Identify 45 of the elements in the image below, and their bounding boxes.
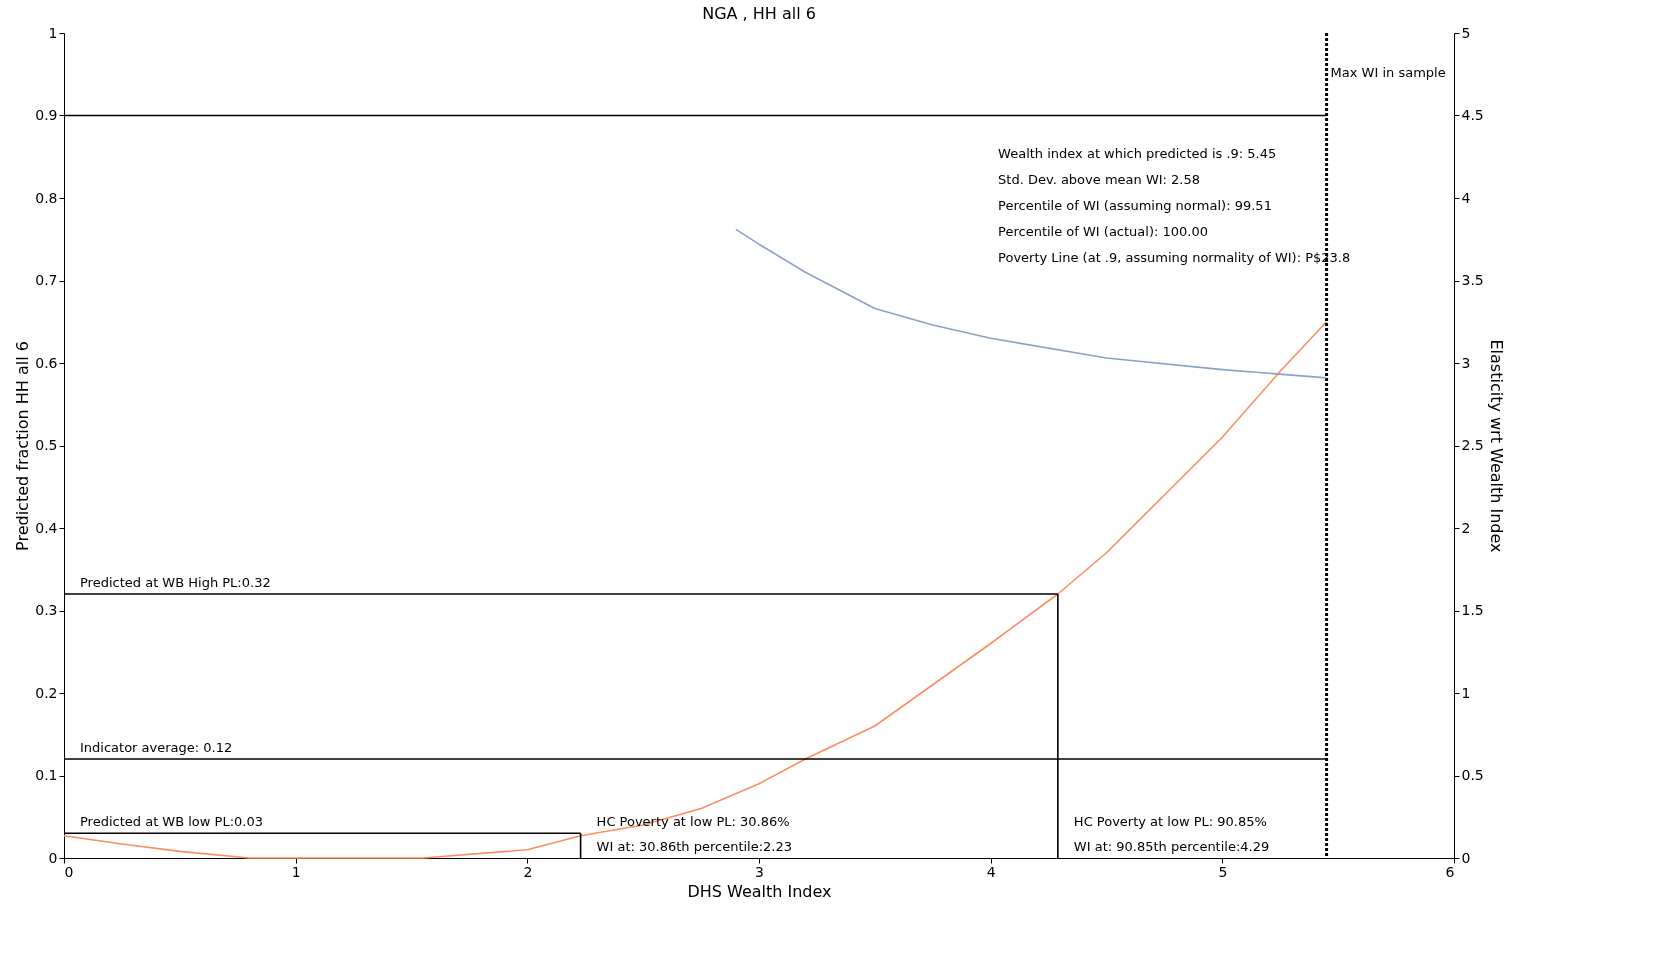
y-tick-label: 0.2 [35,684,58,701]
y-tick-label: 0.4 [35,519,58,536]
annotation: Poverty Line (at .9, assuming normality of WI): P$23.8 [998,250,1351,265]
annotation: Predicted at WB High PL:0.32 [80,575,271,590]
x-tick-label: 0 [64,863,74,880]
annotation: Percentile of WI (assuming normal): 99.51 [998,198,1272,213]
y-tick-label: 0.6 [35,354,58,371]
x-tick-label: 3 [755,863,764,880]
y-tick-label: 1 [48,24,58,41]
y-axis-title: Predicted fraction HH all 6 [13,341,33,551]
x-axis-title: DHS Wealth Index [687,881,832,901]
annotation: HC Poverty at low PL: 90.85% [1073,814,1267,830]
ref-line-label: Max WI in sample [1330,65,1446,80]
y2-tick-label: 0.5 [1461,767,1484,783]
y2-tick-label: 1 [1461,684,1471,701]
y-tick-label: 0.8 [35,189,58,206]
annotation: Predicted at WB low PL:0.03 [80,814,263,830]
y2-tick-label: 1.5 [1461,602,1484,618]
x-tick-label: 6 [1445,863,1455,880]
y-tick-label: 0.3 [35,602,58,618]
y-tick-label: 0.5 [35,437,58,453]
annotation: Wealth index at which predicted is .9: 5.45 [998,146,1277,161]
annotation: Std. Dev. above mean WI: 2.58 [998,172,1201,187]
x-tick-label: 5 [1218,863,1228,880]
y-tick-label: 0.1 [35,767,58,783]
annotation: WI at: 90.85th percentile:4.29 [1073,839,1270,854]
annotation: Percentile of WI (actual): 100.00 [998,224,1209,239]
x-tick-label: 2 [523,863,533,880]
y2-tick-label: 3.5 [1461,272,1484,288]
y2-tick-label: 0 [1461,849,1471,866]
y-tick-label: 0.7 [35,272,58,288]
x-tick-label: 1 [291,863,301,880]
annotation: Indicator average: 0.12 [80,740,233,755]
y2-axis-title: Elasticity wrt Wealth Index [1486,339,1506,553]
y2-tick-label: 3 [1461,354,1471,371]
y2-tick-label: 5 [1461,24,1471,41]
y2-tick-label: 4 [1461,189,1471,206]
y2-tick-label: 2 [1461,519,1471,536]
annotation: WI at: 30.86th percentile:2.23 [596,839,793,854]
y-tick-label: 0.9 [35,107,58,123]
y2-tick-label: 2.5 [1461,437,1484,453]
chart-title: NGA , HH all 6 [702,4,816,23]
y-tick-label: 0 [48,849,58,866]
y2-tick-label: 4.5 [1461,107,1484,123]
x-tick-label: 4 [986,863,996,880]
